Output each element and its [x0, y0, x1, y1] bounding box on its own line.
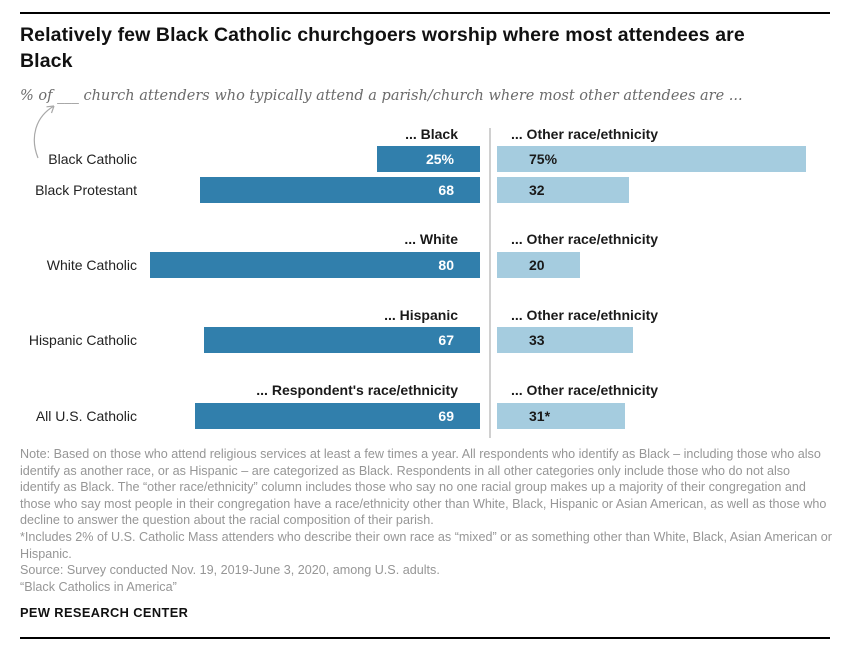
footnotes: Note: Based on those who attend religiou… — [20, 446, 832, 595]
category-label-white-catholic: White Catholic — [46, 257, 137, 273]
column-header-other-race-2: ... Other race/ethnicity — [511, 231, 659, 247]
column-header-hispanic: ... Hispanic — [384, 307, 458, 323]
asterisk-note-text: *Includes 2% of U.S. Catholic Mass atten… — [20, 529, 832, 561]
bar-value-label: 31* — [529, 408, 551, 424]
bar-value-label: 69 — [438, 408, 454, 424]
bar-hispanic-catholic-other-race: 33 — [497, 327, 634, 353]
source-text: Source: Survey conducted Nov. 19, 2019-J… — [20, 563, 440, 578]
column-divider-line — [489, 128, 491, 438]
column-header-white: ... White — [404, 231, 458, 247]
bar-white-catholic-other-race: 20 — [497, 252, 580, 278]
chart-subtitle: % of ___ church attenders who typically … — [20, 88, 743, 104]
bar-black-catholic-other-race: 75% — [497, 146, 807, 172]
column-header-respondents-race: ... Respondent's race/ethnicity — [256, 382, 458, 398]
page-title: Relatively few Black Catholic churchgoer… — [20, 24, 745, 72]
top-rule — [20, 12, 830, 14]
pew-research-center-wordmark: PEW RESEARCH CENTER — [20, 605, 189, 620]
bar-value-label: 32 — [529, 182, 545, 198]
curved-arrow-icon — [33, 105, 55, 159]
note-text: Note: Based on those who attend religiou… — [20, 447, 827, 528]
column-header-other-race-1: ... Other race/ethnicity — [511, 126, 659, 142]
bar-value-label: 20 — [529, 257, 545, 273]
column-header-other-race-4: ... Other race/ethnicity — [511, 382, 659, 398]
bar-all-us-catholic-own-race: 69 — [195, 403, 480, 429]
bottom-rule — [20, 637, 830, 639]
bar-value-label: 33 — [529, 332, 545, 348]
column-header-black: ... Black — [405, 126, 458, 142]
column-header-other-race-3: ... Other race/ethnicity — [511, 307, 659, 323]
bar-black-catholic-own-race: 25% — [376, 146, 480, 172]
publication-text: “Black Catholics in America” — [20, 579, 177, 594]
category-label-hispanic-catholic: Hispanic Catholic — [28, 332, 137, 348]
category-label-black-catholic: Black Catholic — [48, 151, 137, 167]
bar-value-label: 25% — [425, 151, 454, 167]
category-label-black-protestant: Black Protestant — [35, 182, 137, 198]
bar-black-protestant-own-race: 68 — [199, 177, 480, 203]
bar-hispanic-catholic-own-race: 67 — [203, 327, 480, 353]
bar-black-protestant-other-race: 32 — [497, 177, 629, 203]
bar-white-catholic-own-race: 80 — [150, 252, 480, 278]
bar-value-label: 68 — [438, 182, 454, 198]
bar-value-label: 75% — [529, 151, 558, 167]
bar-all-us-catholic-other-race: 31* — [497, 403, 625, 429]
bar-value-label: 67 — [438, 332, 454, 348]
category-label-all-us-catholic: All U.S. Catholic — [35, 408, 137, 424]
bar-value-label: 80 — [438, 257, 454, 273]
